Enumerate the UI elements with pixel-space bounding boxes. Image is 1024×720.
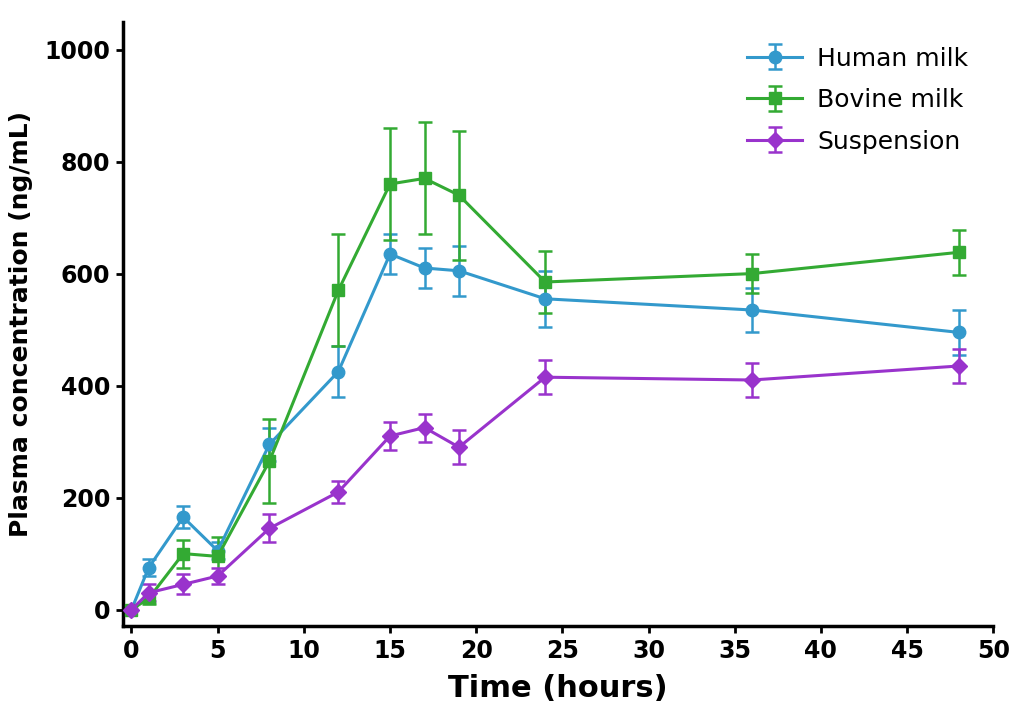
Legend: Human milk, Bovine milk, Suspension: Human milk, Bovine milk, Suspension [734,34,981,166]
X-axis label: Time (hours): Time (hours) [449,674,668,703]
Y-axis label: Plasma concentration (ng/mL): Plasma concentration (ng/mL) [9,111,34,537]
